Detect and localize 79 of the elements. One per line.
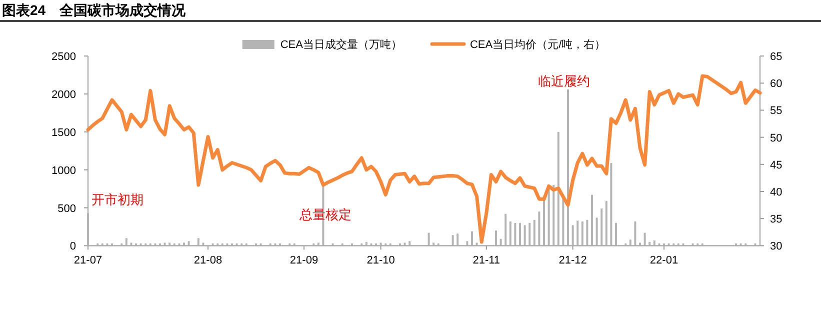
legend-label: CEA当日成交量（万吨） (280, 38, 402, 51)
bar (581, 221, 584, 246)
y-tick-label: 2000 (52, 88, 76, 101)
bar (644, 232, 646, 246)
bar (653, 240, 656, 246)
x-tick-label: 22-01 (650, 254, 678, 267)
bar (452, 235, 454, 246)
annotation: 开市初期 (91, 192, 144, 207)
x-tick-label: 21-12 (558, 254, 587, 267)
bar (533, 220, 536, 246)
bar (380, 242, 382, 246)
bar (639, 242, 641, 246)
y-tick-label: 1000 (52, 164, 76, 177)
bar (629, 240, 632, 246)
y-tick-label: 2500 (52, 51, 76, 63)
bar (125, 238, 128, 246)
bar (168, 242, 171, 246)
bar (183, 242, 185, 246)
x-tick-label: 21-10 (366, 254, 395, 267)
y-tick-label: 0 (70, 240, 76, 253)
bar (552, 184, 555, 246)
bar (648, 242, 651, 246)
bar (634, 221, 636, 246)
bar (500, 238, 502, 246)
bar (610, 162, 612, 246)
bar (543, 200, 545, 246)
y2-tick-label: 35 (770, 214, 782, 226)
bar (87, 213, 89, 246)
bar (519, 222, 521, 246)
bar (528, 222, 531, 246)
bar (164, 242, 166, 246)
bar (456, 234, 459, 246)
y2-tick-label: 40 (770, 186, 782, 198)
bar (404, 242, 406, 246)
bar (428, 232, 430, 246)
line-series (86, 74, 762, 244)
x-tick-label: 21-09 (290, 254, 318, 267)
y2-tick-label: 50 (770, 132, 782, 144)
bar (509, 221, 512, 246)
bar (471, 231, 473, 246)
bar (600, 208, 603, 246)
y2-tick-label: 65 (770, 51, 782, 63)
bar (586, 220, 588, 246)
bar (504, 214, 507, 246)
chart-title: 图表24 全国碳市场成交情况 (2, 2, 187, 18)
y-tick-label: 1500 (52, 126, 76, 139)
bar (538, 212, 540, 246)
y2-tick-label: 30 (770, 240, 782, 253)
bar (514, 222, 516, 246)
x-tick-label: 21-07 (74, 254, 102, 267)
bar (557, 132, 560, 246)
bar (476, 242, 478, 246)
bar (188, 241, 190, 246)
x-tick-label: 21-08 (194, 254, 222, 267)
bar (408, 241, 411, 246)
bar (567, 89, 569, 246)
y2-tick-label: 60 (770, 78, 782, 90)
x-tick-label: 21-11 (472, 254, 500, 267)
bar (524, 225, 526, 246)
bar (495, 230, 497, 246)
y-tick-label: 500 (58, 202, 76, 215)
bar (576, 220, 579, 246)
y2-tick-label: 45 (770, 159, 782, 172)
bar (202, 242, 204, 246)
bar (432, 242, 435, 246)
bar (596, 218, 598, 246)
annotation: 总量核定 (298, 207, 352, 222)
legend-label: CEA当日均价（元/吨，右） (470, 38, 606, 51)
bar (130, 242, 132, 246)
bar (317, 242, 320, 246)
bar (365, 242, 368, 246)
bar (605, 200, 608, 246)
y2-tick-label: 55 (770, 105, 782, 118)
annotation: 临近履约 (538, 73, 590, 88)
bar (197, 238, 200, 246)
bar (615, 222, 617, 246)
bar (572, 225, 574, 246)
bar (466, 241, 468, 246)
bar (591, 194, 593, 246)
